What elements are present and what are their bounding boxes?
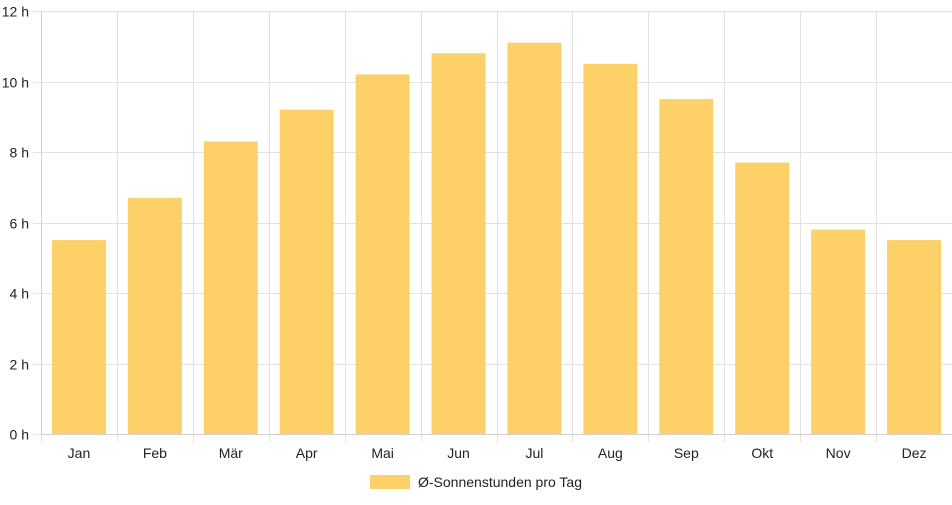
legend-label[interactable]: Ø-Sonnenstunden pro Tag: [418, 474, 582, 490]
bar[interactable]: [507, 42, 562, 434]
bar[interactable]: [279, 109, 334, 434]
bar[interactable]: [583, 63, 638, 434]
bar[interactable]: [127, 197, 182, 434]
x-tick-label: Dez: [902, 445, 927, 461]
x-tick-label: Sep: [674, 445, 699, 461]
legend-swatch[interactable]: [370, 475, 410, 489]
bar[interactable]: [203, 141, 258, 435]
bars: [51, 42, 942, 435]
x-tick-label: Okt: [751, 445, 773, 461]
x-tick-label: Mär: [219, 445, 243, 461]
x-tick-label: Feb: [143, 445, 167, 461]
bar[interactable]: [51, 240, 106, 434]
bar[interactable]: [431, 53, 486, 435]
y-tick-label: 8 h: [10, 145, 29, 161]
y-tick-label: 0 h: [10, 427, 29, 443]
grid-lines: [33, 11, 952, 442]
bar[interactable]: [355, 74, 410, 434]
bar[interactable]: [887, 240, 942, 434]
y-tick-label: 10 h: [2, 75, 29, 91]
bar[interactable]: [811, 229, 866, 434]
y-tick-label: 12 h: [2, 4, 29, 20]
x-tick-label: Jun: [447, 445, 470, 461]
y-tick-label: 2 h: [10, 357, 29, 373]
y-tick-label: 6 h: [10, 216, 29, 232]
legend[interactable]: Ø-Sonnenstunden pro Tag: [370, 474, 582, 490]
x-tick-label: Nov: [826, 445, 851, 461]
x-tick-label: Jan: [68, 445, 91, 461]
x-tick-label: Jul: [526, 445, 544, 461]
x-tick-label: Apr: [296, 445, 318, 461]
bar[interactable]: [659, 99, 714, 434]
x-tick-label: Aug: [598, 445, 623, 461]
bar[interactable]: [735, 162, 790, 434]
x-tick-label: Mai: [371, 445, 394, 461]
axes: 0 h 2 h 4 h 6 h 8 h 10 h 12 h Jan Feb Mär Apr Mai Ju…: [2, 4, 952, 461]
y-tick-label: 4 h: [10, 286, 29, 302]
